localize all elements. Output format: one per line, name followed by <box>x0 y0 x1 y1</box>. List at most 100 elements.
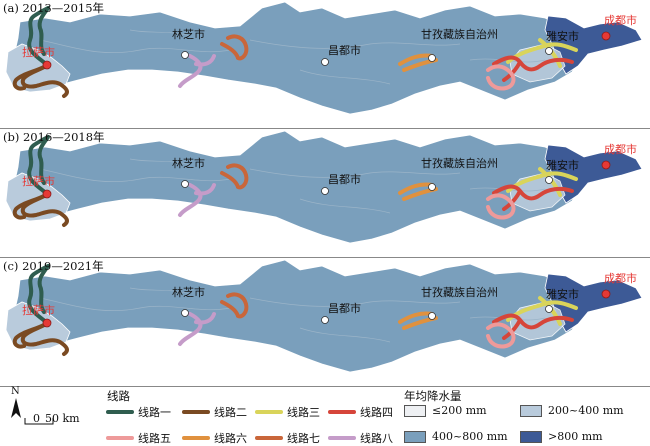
route-line-5 <box>486 193 516 220</box>
route-5-swatch <box>106 436 134 440</box>
city-marker-nyingchi <box>181 180 189 188</box>
route-8-swatch <box>328 436 356 440</box>
route-line-8 <box>178 312 216 346</box>
city-marker-lhasa <box>42 189 52 199</box>
route-line-1 <box>27 135 50 195</box>
route-line-7 <box>220 34 249 61</box>
precip-label-lt200: ≤200 mm <box>432 404 487 417</box>
city-label-lhasa: 拉萨市 <box>22 175 55 188</box>
admin-boundary <box>299 198 391 214</box>
precipitation-map <box>5 1 643 115</box>
precipitation-map <box>5 130 643 244</box>
city-label-yaan: 雅安市 <box>546 288 579 301</box>
precip-label-200-400: 200~400 mm <box>548 404 624 417</box>
route-1-label: 线路一 <box>138 406 171 419</box>
city-marker-nyingchi <box>181 51 189 59</box>
city-label-nyingchi: 林芝市 <box>172 157 205 170</box>
admin-boundary <box>299 327 391 343</box>
route-line-7 <box>220 292 249 319</box>
scale-zero: 0 <box>33 412 40 425</box>
city-marker-chengdu <box>601 31 611 41</box>
routes-title: 线路 <box>107 389 130 403</box>
city-marker-ganzi <box>428 54 436 62</box>
panel-title: (a) 2013—2015年 <box>3 1 105 15</box>
precip-label-400-800: 400~800 mm <box>432 430 508 443</box>
precip-swatch-400-800 <box>404 431 426 443</box>
city-marker-qamdo <box>321 58 329 66</box>
map-panel-c: (c) 2019—2021年 拉萨市 林芝市 昌都市 甘孜藏族自治州 雅安市 成都市 <box>0 258 650 386</box>
precip-swatch-gt800 <box>520 431 542 443</box>
route-line-2 <box>12 64 69 98</box>
map-panel-a: (a) 2013—2015年 拉萨市 林芝市 昌都市 甘孜藏族自治州 雅安市 成都市 <box>0 0 650 128</box>
route-line-1 <box>27 6 50 66</box>
city-label-yaan: 雅安市 <box>546 159 579 172</box>
route-6-label: 线路六 <box>214 432 247 445</box>
route-line-1 <box>27 264 50 324</box>
route-line-7 <box>220 163 249 190</box>
admin-boundary <box>39 168 231 182</box>
city-label-qamdo: 昌都市 <box>328 44 361 57</box>
admin-boundary <box>249 168 461 178</box>
admin-boundary <box>249 297 461 307</box>
city-label-ganzi: 甘孜藏族自治州 <box>421 28 498 41</box>
route-line-2 <box>12 322 69 356</box>
route-2-swatch <box>182 410 210 414</box>
city-marker-yaan <box>545 305 553 313</box>
route-6-swatch <box>182 436 210 440</box>
city-marker-nyingchi <box>181 309 189 317</box>
admin-boundary <box>129 29 191 37</box>
route-line-5 <box>486 64 516 91</box>
route-2-label: 线路二 <box>214 406 247 419</box>
city-marker-yaan <box>545 176 553 184</box>
route-line-8 <box>178 183 216 217</box>
city-marker-yaan <box>545 47 553 55</box>
city-label-yaan: 雅安市 <box>546 30 579 43</box>
panel-divider <box>0 386 650 387</box>
route-7-swatch <box>255 436 283 440</box>
city-marker-lhasa <box>42 60 52 70</box>
route-3-label: 线路三 <box>287 406 320 419</box>
city-label-qamdo: 昌都市 <box>328 302 361 315</box>
city-marker-qamdo <box>321 316 329 324</box>
route-3-swatch <box>255 410 283 414</box>
scale-label: 50 km <box>45 412 80 425</box>
city-label-nyingchi: 林芝市 <box>172 286 205 299</box>
city-marker-qamdo <box>321 187 329 195</box>
route-4-label: 线路四 <box>360 406 393 419</box>
city-label-lhasa: 拉萨市 <box>22 304 55 317</box>
admin-boundary <box>299 69 391 85</box>
admin-boundary <box>249 39 461 49</box>
precipitation-map <box>5 259 643 373</box>
route-1-swatch <box>106 410 134 414</box>
city-label-chengdu: 成都市 <box>604 143 637 156</box>
route-line-2 <box>12 193 69 227</box>
city-label-qamdo: 昌都市 <box>328 173 361 186</box>
precip-title: 年均降水量 <box>404 389 462 403</box>
scale-bar <box>24 418 54 425</box>
city-label-chengdu: 成都市 <box>604 272 637 285</box>
precip-swatch-200-400 <box>520 405 542 417</box>
city-marker-ganzi <box>428 183 436 191</box>
admin-boundary <box>129 158 191 166</box>
route-5-label: 线路五 <box>138 432 171 445</box>
route-7-label: 线路七 <box>287 432 320 445</box>
route-4-swatch <box>328 410 356 414</box>
city-marker-ganzi <box>428 312 436 320</box>
map-panel-b: (b) 2016—2018年 拉萨市 林芝市 昌都市 甘孜藏族自治州 雅安市 成都市 <box>0 129 650 257</box>
admin-boundary <box>39 297 231 311</box>
route-8-label: 线路八 <box>360 432 393 445</box>
map-legend: N 0 50 km 线路 线路一 线路二 线路三 线路四 线路五 线路六 线路七… <box>0 386 650 445</box>
route-line-8 <box>178 54 216 88</box>
route-line-5 <box>486 322 516 349</box>
city-marker-chengdu <box>601 289 611 299</box>
admin-boundary <box>39 39 231 53</box>
north-label: N <box>11 386 20 397</box>
city-label-lhasa: 拉萨市 <box>22 46 55 59</box>
precip-label-gt800: >800 mm <box>548 430 603 443</box>
city-label-nyingchi: 林芝市 <box>172 28 205 41</box>
panel-title: (b) 2016—2018年 <box>3 130 105 144</box>
city-marker-chengdu <box>601 160 611 170</box>
admin-boundary <box>129 287 191 295</box>
panel-divider <box>0 128 650 129</box>
precip-swatch-lt200 <box>404 405 426 417</box>
